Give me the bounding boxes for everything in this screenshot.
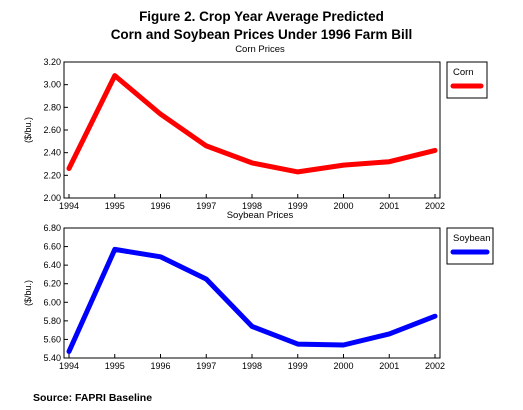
soybean-xtick-label: 1998	[242, 361, 262, 371]
corn-xtick-label: 2001	[379, 201, 399, 211]
source-note: Source: FAPRI Baseline	[33, 392, 153, 404]
soybean-ytick-label: 6.60	[43, 242, 61, 252]
corn-data-point	[113, 74, 116, 77]
soybean-ytick-label: 6.80	[43, 223, 61, 233]
corn-data-point	[434, 149, 436, 152]
corn-data-point	[159, 113, 162, 116]
soybean-xtick-label: 2002	[425, 361, 445, 371]
soybean-data-point	[296, 343, 299, 346]
corn-data-point	[251, 161, 253, 164]
soybean-ytick-label: 5.80	[43, 316, 61, 326]
soybean-legend-label: Soybean	[453, 233, 491, 244]
corn-data-point	[342, 164, 345, 167]
soybean-data-point	[159, 255, 162, 258]
soybean-data-point	[342, 344, 345, 346]
corn-chart-title: Corn Prices	[235, 44, 285, 55]
soybean-xtick-label: 2001	[379, 361, 399, 371]
corn-xtick-label: 1999	[288, 201, 308, 211]
soybean-data-point	[68, 350, 70, 353]
corn-xtick-label: 1995	[105, 201, 125, 211]
corn-data-point	[205, 144, 208, 147]
soybean-data-point	[205, 278, 208, 281]
corn-xtick-label: 1996	[150, 201, 170, 211]
soybean-ytick-label: 5.60	[43, 334, 61, 344]
corn-ylabel: ($/bu.)	[23, 117, 33, 143]
corn-data-point	[388, 160, 391, 163]
corn-series-line	[66, 73, 438, 175]
soybean-legend-box	[446, 227, 494, 265]
soybean-xtick-label: 1996	[150, 361, 170, 371]
corn-legend-box	[446, 61, 488, 99]
corn-data-point	[296, 170, 299, 173]
corn-ytick-label: 2.00	[43, 193, 61, 203]
soybean-chart: 5.40 5.60 5.80 6.00 6.20 6.40 6.60 6.80 1994 1995…	[23, 223, 494, 371]
corn-data-point	[68, 167, 70, 170]
soybean-plot-frame	[63, 227, 441, 359]
soybean-data-point	[113, 248, 116, 251]
soybean-xtick-label: 2000	[333, 361, 353, 371]
soybean-xtick-label: 1995	[105, 361, 125, 371]
soybean-ytick-label: 6.00	[43, 297, 61, 307]
corn-xtick-label: 2002	[425, 201, 445, 211]
soybean-data-point	[388, 332, 391, 335]
corn-ytick-label: 2.60	[43, 125, 61, 135]
corn-xtick-label: 1997	[196, 201, 216, 211]
corn-ytick-label: 2.20	[43, 170, 61, 180]
soybean-ylabel: ($/bu.)	[23, 280, 33, 306]
soybean-data-point	[251, 325, 253, 328]
corn-legend-label: Corn	[453, 67, 474, 78]
soybean-ytick-label: 6.20	[43, 279, 61, 289]
corn-ytick-label: 2.80	[43, 102, 61, 112]
soybean-xtick-label: 1994	[59, 361, 79, 371]
corn-xtick-label: 1998	[242, 201, 262, 211]
soybean-series-line	[66, 246, 438, 354]
corn-chart: 2.00 2.20 2.40 2.60 2.80 3.00 3.20 1994 1995 1996…	[23, 57, 488, 211]
corn-xtick-label: 1994	[59, 201, 79, 211]
soybean-xtick-label: 1999	[288, 361, 308, 371]
soybean-ytick-label: 5.40	[43, 353, 61, 363]
figure-title-line2: Corn and Soybean Prices Under 1996 Farm …	[110, 27, 413, 42]
corn-xtick-label: 2000	[333, 201, 353, 211]
corn-ytick-label: 3.00	[43, 80, 61, 90]
corn-ytick-label: 2.40	[43, 148, 61, 158]
soybean-ytick-label: 6.40	[43, 260, 61, 270]
figure-title-line1: Figure 2. Crop Year Average Predicted	[139, 9, 384, 24]
corn-ytick-label: 3.20	[43, 57, 61, 67]
soybean-xtick-label: 1997	[196, 361, 216, 371]
soybean-data-point	[434, 315, 436, 318]
soybean-chart-title: Soybean Prices	[226, 210, 294, 221]
